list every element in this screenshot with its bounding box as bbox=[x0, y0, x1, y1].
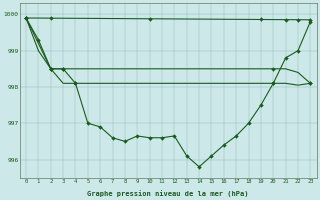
X-axis label: Graphe pression niveau de la mer (hPa): Graphe pression niveau de la mer (hPa) bbox=[87, 190, 249, 197]
